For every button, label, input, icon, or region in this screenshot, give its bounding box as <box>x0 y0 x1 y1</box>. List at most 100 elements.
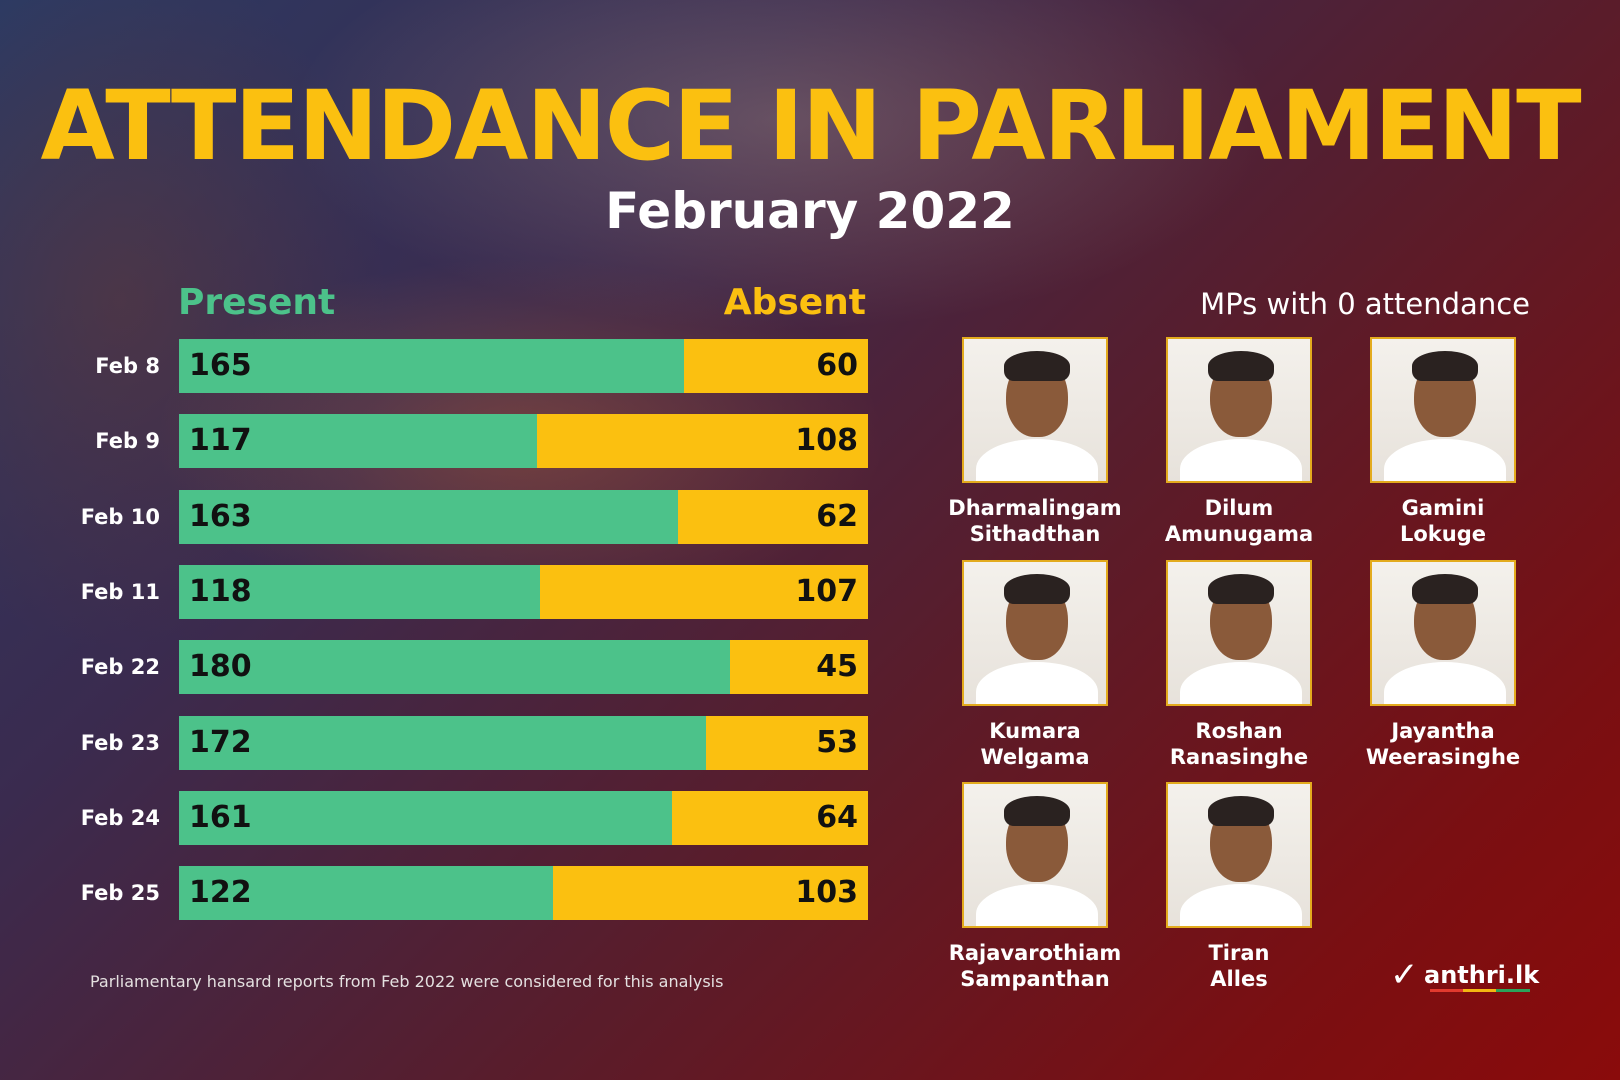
bar-absent <box>553 866 868 920</box>
value-label-absent: 53 <box>816 725 858 760</box>
bar-row: 122 103 <box>179 866 868 920</box>
category-label: Feb 25 <box>80 881 160 905</box>
bar-row: 118 107 <box>179 565 868 619</box>
mp-name: Dilum Amunugama <box>1139 495 1339 547</box>
portrait-body <box>1180 662 1302 704</box>
bar-present <box>179 414 537 468</box>
mp-first-name: Roshan <box>1195 719 1283 743</box>
value-label-present: 161 <box>189 800 252 835</box>
category-label: Feb 23 <box>80 731 160 755</box>
value-label-absent: 107 <box>795 574 858 609</box>
mp-name: Dharmalingam Sithadthan <box>935 495 1135 547</box>
category-label: Feb 22 <box>80 655 160 679</box>
bar-row: 163 62 <box>179 490 868 544</box>
value-label-present: 180 <box>189 649 252 684</box>
mp-name: Rajavarothiam Sampanthan <box>935 940 1135 992</box>
value-label-absent: 45 <box>816 649 858 684</box>
bar-present <box>179 791 672 845</box>
mp-name: Gamini Lokuge <box>1343 495 1543 547</box>
portrait-hair <box>1208 574 1274 604</box>
portrait-body <box>976 884 1098 926</box>
value-label-absent: 60 <box>816 348 858 383</box>
mp-photo <box>962 560 1108 706</box>
mp-last-name: Weerasinghe <box>1365 745 1521 769</box>
mp-last-name: Sampanthan <box>960 967 1110 991</box>
bar-absent <box>706 716 868 770</box>
bar-present <box>179 640 730 694</box>
category-label: Feb 8 <box>95 354 160 378</box>
mp-last-name: Welgama <box>980 745 1090 769</box>
category-label: Feb 11 <box>80 580 160 604</box>
bar-absent <box>672 791 868 845</box>
bar-present <box>179 339 684 393</box>
bar-row: 180 45 <box>179 640 868 694</box>
portrait-body <box>1384 662 1506 704</box>
value-label-present: 165 <box>189 348 252 383</box>
page-title: ATTENDANCE IN PARLIAMENT <box>40 70 1581 182</box>
category-label: Feb 24 <box>80 806 160 830</box>
portrait-hair <box>1004 351 1070 381</box>
value-label-present: 117 <box>189 423 252 458</box>
mp-photo <box>1166 560 1312 706</box>
value-label-present: 122 <box>189 875 252 910</box>
bar-row: 117 108 <box>179 414 868 468</box>
mps-heading: MPs with 0 attendance <box>1200 287 1530 321</box>
bar-absent <box>684 339 868 393</box>
value-label-absent: 62 <box>816 499 858 534</box>
bar-absent <box>678 490 868 544</box>
mp-last-name: Alles <box>1210 967 1268 991</box>
bar-row: 165 60 <box>179 339 868 393</box>
portrait-hair <box>1208 351 1274 381</box>
portrait-body <box>1180 884 1302 926</box>
portrait-body <box>1384 439 1506 481</box>
mp-first-name: Jayantha <box>1391 719 1495 743</box>
mp-photo <box>1166 337 1312 483</box>
footnote: Parliamentary hansard reports from Feb 2… <box>90 972 724 991</box>
mp-last-name: Sithadthan <box>969 522 1101 546</box>
bar-present <box>179 565 540 619</box>
mp-name: Jayantha Weerasinghe <box>1343 718 1543 770</box>
mp-last-name: Lokuge <box>1400 522 1486 546</box>
value-label-absent: 103 <box>795 875 858 910</box>
mp-name: Tiran Alles <box>1139 940 1339 992</box>
mp-photo <box>1370 337 1516 483</box>
mp-photo <box>962 782 1108 928</box>
mp-first-name: Kumara <box>989 719 1081 743</box>
value-label-absent: 108 <box>795 423 858 458</box>
category-label: Feb 9 <box>95 429 160 453</box>
mp-name: Roshan Ranasinghe <box>1139 718 1339 770</box>
value-label-absent: 64 <box>816 800 858 835</box>
mp-first-name: Gamini <box>1401 496 1485 520</box>
bar-absent <box>537 414 868 468</box>
bar-absent <box>540 565 868 619</box>
bar-row: 172 53 <box>179 716 868 770</box>
value-label-present: 172 <box>189 725 252 760</box>
logo-check-icon: ✓ <box>1390 955 1419 995</box>
logo-underline <box>1430 989 1530 992</box>
portrait-hair <box>1004 574 1070 604</box>
logo-text: anthri.lk <box>1424 961 1540 989</box>
bar-present <box>179 490 678 544</box>
portrait-hair <box>1412 351 1478 381</box>
mp-last-name: Ranasinghe <box>1169 745 1309 769</box>
mp-first-name: Dharmalingam <box>948 496 1122 520</box>
mp-photo <box>1166 782 1312 928</box>
mp-photo <box>1370 560 1516 706</box>
legend-present: Present <box>178 282 336 323</box>
category-label: Feb 10 <box>80 505 160 529</box>
mp-name: Kumara Welgama <box>935 718 1135 770</box>
bar-absent <box>730 640 868 694</box>
portrait-hair <box>1004 796 1070 826</box>
mp-first-name: Tiran <box>1208 941 1270 965</box>
mp-first-name: Dilum <box>1204 496 1274 520</box>
mp-first-name: Rajavarothiam <box>948 941 1122 965</box>
portrait-hair <box>1208 796 1274 826</box>
mp-last-name: Amunugama <box>1164 522 1314 546</box>
mp-photo <box>962 337 1108 483</box>
page-subtitle: February 2022 <box>605 182 1015 240</box>
manthri-logo: ✓ anthri.lk <box>1390 955 1539 995</box>
bar-present <box>179 866 553 920</box>
value-label-present: 118 <box>189 574 252 609</box>
portrait-body <box>976 662 1098 704</box>
